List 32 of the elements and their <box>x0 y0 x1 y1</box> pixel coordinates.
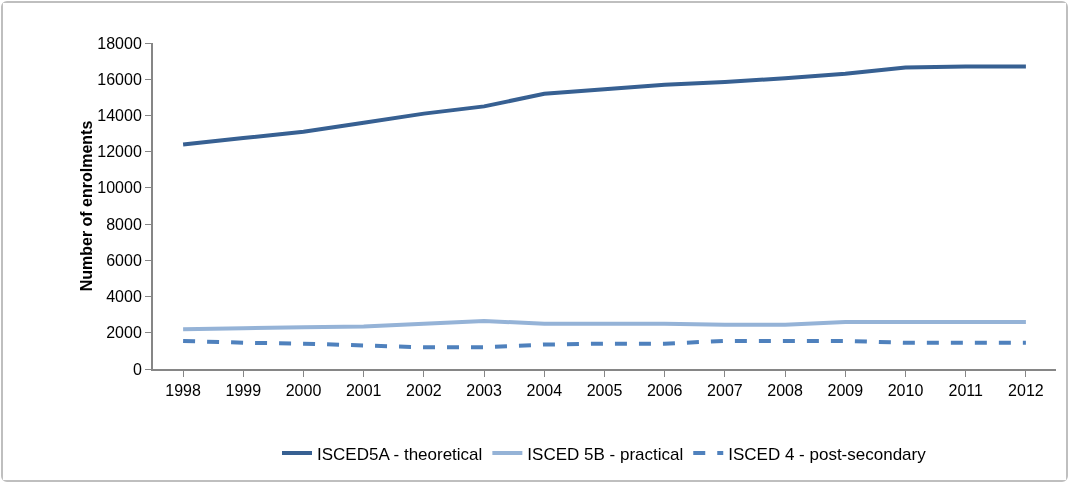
x-tick-label: 2008 <box>767 382 803 400</box>
y-tick-label: 16000 <box>97 70 142 88</box>
y-tick-label: 6000 <box>106 251 142 269</box>
x-tick-label: 2010 <box>887 382 924 400</box>
x-tick-label: 2007 <box>707 382 743 400</box>
y-axis-title: Number of enrolments <box>78 120 96 292</box>
x-tick-label: 1999 <box>225 382 262 400</box>
y-tick-label: 10000 <box>97 179 142 197</box>
x-tick-label: 2001 <box>345 382 382 400</box>
line-series <box>181 64 1028 147</box>
x-tick-label: 2012 <box>1008 382 1044 400</box>
legend-label: ISCED5A - theoretical <box>317 444 483 464</box>
legend-label: ISCED 5B - practical <box>527 444 684 464</box>
x-tick-label: 2003 <box>466 382 502 400</box>
y-tick-label: 18000 <box>97 34 142 52</box>
y-tick-label: 12000 <box>97 143 142 161</box>
x-tick-label: 2006 <box>646 382 683 400</box>
x-tick-label: 2000 <box>285 382 322 400</box>
x-tick-label: 2002 <box>406 382 442 400</box>
y-tick-label: 14000 <box>97 107 142 125</box>
x-tick-label: 2005 <box>586 382 623 400</box>
y-tick-label: 0 <box>132 360 142 378</box>
line-series <box>181 319 1028 332</box>
line-series <box>181 338 1028 350</box>
legend-label: ISCED 4 - post-secondary <box>728 444 927 464</box>
x-tick-label: 1998 <box>165 382 201 400</box>
x-tick-label: 2004 <box>526 382 563 400</box>
x-tick-label: 2009 <box>827 382 864 400</box>
y-tick-label: 2000 <box>106 324 142 342</box>
y-tick-label: 8000 <box>106 215 142 233</box>
y-tick-label: 4000 <box>106 288 142 306</box>
x-tick-label: 2011 <box>948 382 983 400</box>
